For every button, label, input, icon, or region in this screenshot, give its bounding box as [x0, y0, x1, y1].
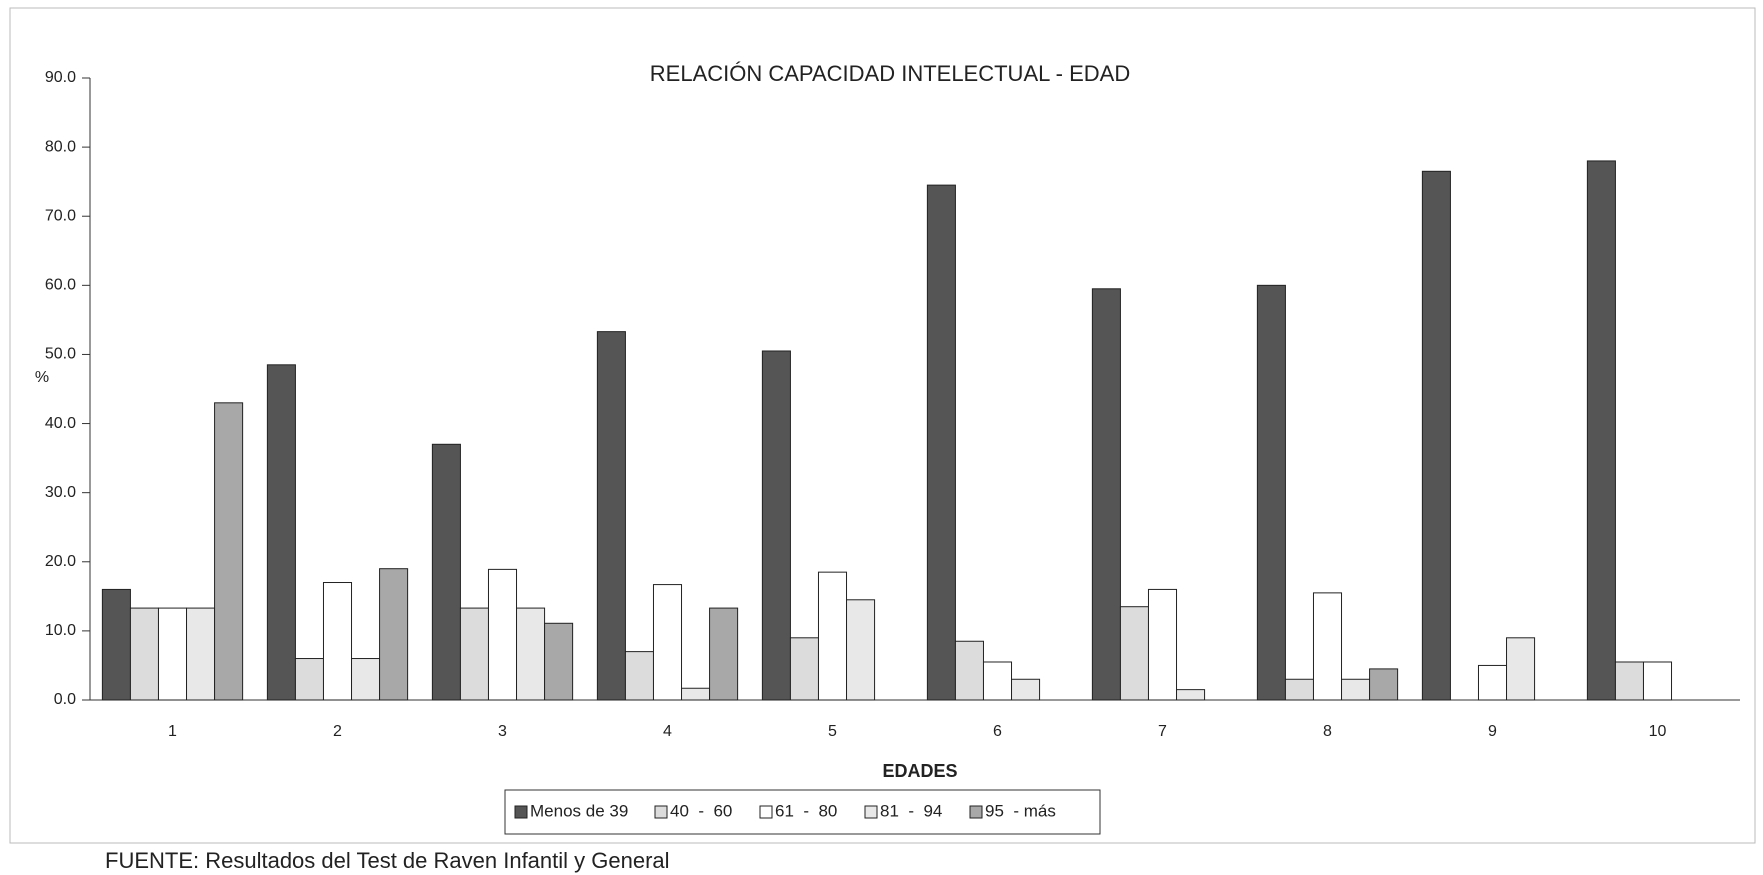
y-tick-label: 90.0	[45, 69, 76, 86]
bar	[379, 568, 409, 701]
bar	[1119, 606, 1149, 701]
x-tick-label: 6	[993, 723, 1002, 740]
bar	[157, 607, 188, 701]
y-tick-label: 20.0	[45, 553, 76, 570]
x-tick-label: 10	[1649, 723, 1667, 740]
bar	[681, 687, 711, 701]
x-tick-label: 2	[333, 723, 342, 740]
bar	[1284, 678, 1314, 701]
y-tick-label: 30.0	[45, 484, 76, 501]
bar	[351, 658, 381, 701]
bar	[1421, 170, 1451, 701]
bar	[1506, 637, 1536, 701]
y-tick-label: 60.0	[45, 277, 76, 294]
y-axis-label: %	[35, 369, 49, 386]
bar	[789, 637, 819, 701]
y-tick-label: 70.0	[45, 207, 76, 224]
legend-label: 61 - 80	[775, 801, 837, 820]
y-tick-label: 40.0	[45, 415, 76, 432]
bar	[596, 331, 626, 701]
legend-swatch	[864, 805, 878, 819]
bar	[709, 607, 739, 701]
bar	[1256, 284, 1286, 701]
bar	[761, 350, 791, 701]
legend-label: 40 - 60	[670, 801, 732, 820]
bar	[1091, 288, 1121, 701]
x-tick-label: 4	[663, 723, 672, 740]
bar	[129, 607, 159, 701]
bar	[516, 607, 546, 701]
y-tick-label: 10.0	[45, 622, 76, 639]
footer: FUENTE: Resultados del Test de Raven Inf…	[105, 848, 670, 873]
y-tick-label: 0.0	[54, 691, 76, 708]
bar	[926, 184, 956, 701]
legend-swatch	[969, 805, 983, 819]
bar	[186, 607, 216, 701]
bar	[954, 640, 984, 701]
bar	[1642, 661, 1673, 701]
bar	[1341, 678, 1371, 701]
legend-swatch	[654, 805, 668, 819]
bar	[487, 568, 518, 701]
bar	[1369, 668, 1399, 701]
bar	[322, 582, 353, 701]
bar	[652, 584, 683, 701]
x-axis-label: EDADES	[882, 761, 957, 781]
legend-swatch	[759, 805, 773, 819]
bar	[817, 571, 848, 701]
bar	[982, 661, 1013, 701]
bar	[294, 658, 324, 701]
x-tick-label: 8	[1323, 723, 1332, 740]
bar	[459, 607, 489, 701]
x-tick-label: 9	[1488, 723, 1497, 740]
legend-label: 95 - más	[985, 801, 1056, 820]
chart-title: RELACIÓN CAPACIDAD INTELECTUAL - EDAD	[650, 61, 1130, 86]
x-tick-label: 1	[168, 723, 177, 740]
bar	[846, 599, 876, 701]
bar	[266, 364, 296, 701]
legend-label: 81 - 94	[880, 801, 942, 820]
y-tick-label: 80.0	[45, 138, 76, 155]
bar	[214, 402, 244, 701]
x-tick-label: 3	[498, 723, 507, 740]
legend-box	[504, 789, 1101, 835]
y-tick-label: 50.0	[45, 346, 76, 363]
bar	[1586, 160, 1616, 701]
bar	[431, 443, 461, 701]
bar	[1011, 678, 1041, 701]
bar	[101, 588, 131, 701]
bar	[1477, 664, 1508, 701]
bar	[1176, 689, 1206, 701]
frame	[9, 7, 1756, 844]
bar	[1614, 661, 1644, 701]
legend-label: Menos de 39	[530, 801, 628, 820]
legend-swatch	[514, 805, 528, 819]
bar	[624, 651, 654, 701]
bar	[1147, 588, 1178, 701]
bar	[544, 622, 574, 701]
x-tick-label: 7	[1158, 723, 1167, 740]
x-tick-label: 5	[828, 723, 837, 740]
bar	[1312, 592, 1343, 701]
